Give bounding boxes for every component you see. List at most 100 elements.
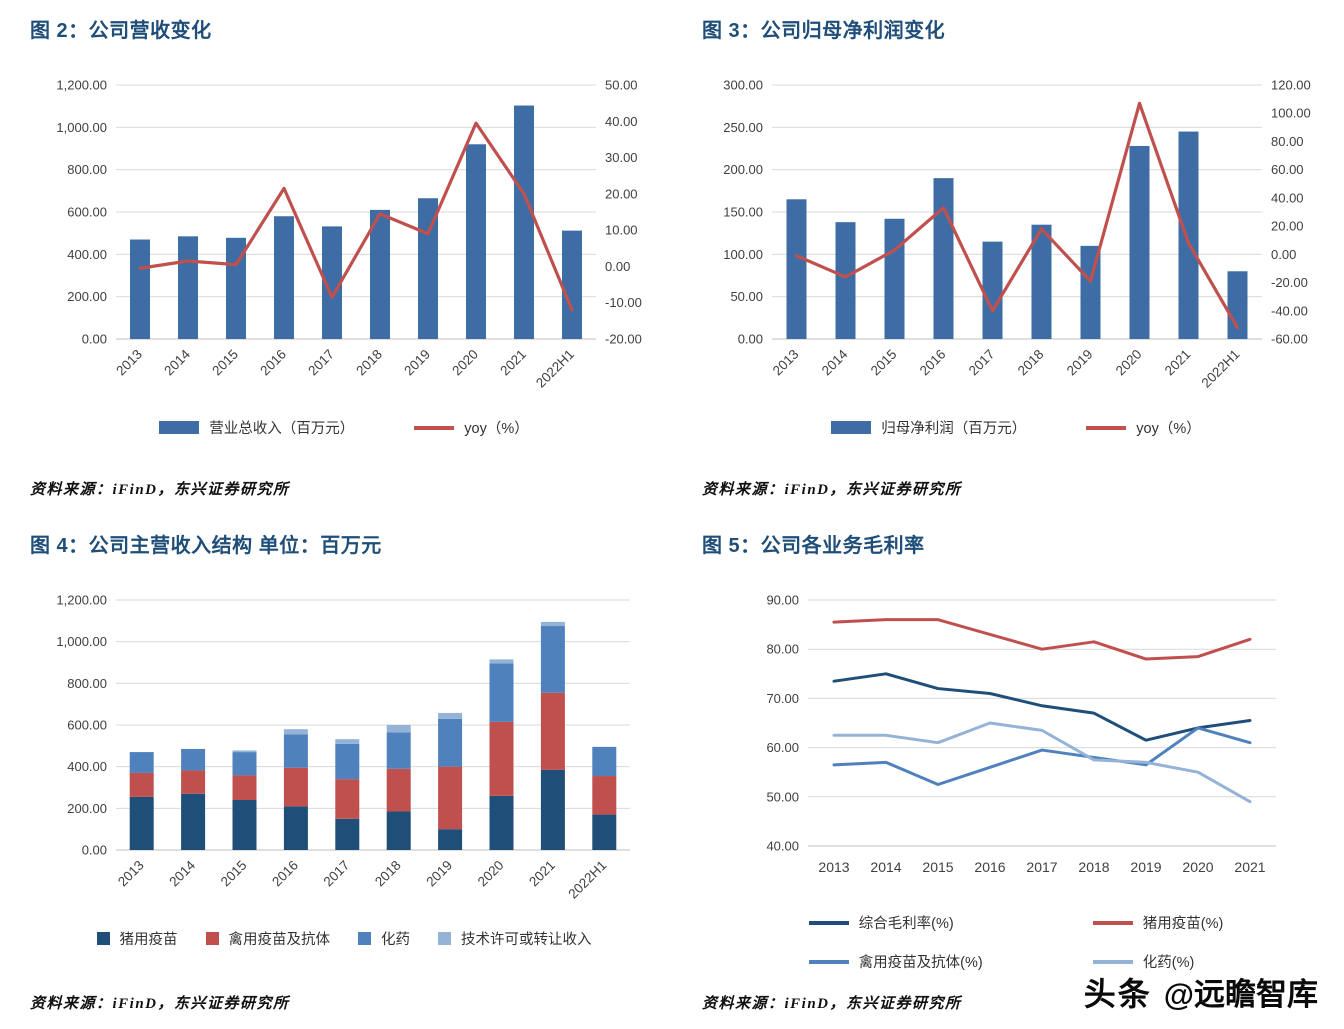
svg-text:40.00: 40.00 [605,114,638,129]
svg-text:0.00: 0.00 [82,332,107,347]
svg-text:1,000.00: 1,000.00 [56,120,107,135]
svg-text:2019: 2019 [423,858,455,890]
revenue-structure-legend: 猪用疫苗 禽用疫苗及抗体 化药 技术许可或转让收入 [30,928,658,949]
svg-text:120.00: 120.00 [1271,78,1311,93]
svg-text:1,200.00: 1,200.00 [56,593,107,608]
svg-text:-20.00: -20.00 [1271,275,1308,290]
figure-revenue-structure-title: 图 4：公司主营收入结构 单位：百万元 [30,535,382,557]
legend-item-overall-margin: 综合毛利率(%) [808,912,983,933]
legend-label: 归母净利润（百万元） [881,421,1027,437]
svg-text:0.00: 0.00 [82,843,107,858]
legend-item-tech-license: 技术许可或转让收入 [438,928,592,949]
svg-text:50.00: 50.00 [766,789,799,804]
line-swatch-icon [1092,920,1133,925]
figure-revenue-structure: 图 4：公司主营收入结构 单位：百万元 0.00 200.00 400.00 600.… [0,515,672,1029]
svg-text:2017: 2017 [305,347,337,379]
svg-text:2022H1: 2022H1 [565,858,609,902]
watermark-brand-logo: 头条 [1083,976,1152,1012]
svg-text:-60.00: -60.00 [1271,332,1308,347]
svg-text:2022H1: 2022H1 [533,347,577,391]
legend-label: 营业总收入（百万元） [209,421,355,437]
legend-item-revenue-bar: 营业总收入（百万元） [159,417,354,438]
source-note: 资料来源：iFinD，东兴证券研究所 [30,482,290,498]
svg-text:50.00: 50.00 [730,289,763,304]
svg-text:40.00: 40.00 [766,839,799,854]
revenue-structure-stacked-chart: 0.00 200.00 400.00 600.00 800.00 1,000.00 1,20… [56,593,630,902]
svg-text:80.00: 80.00 [1271,134,1304,149]
source-note: 资料来源：iFinD，东兴证券研究所 [702,482,962,498]
svg-text:-20.00: -20.00 [605,332,642,347]
legend-label: 猪用疫苗 [119,932,178,948]
gross-margin-legend: 综合毛利率(%) 猪用疫苗(%) 禽用疫苗及抗体(%) 化药(%) [702,912,1330,972]
svg-text:100.00: 100.00 [723,247,763,262]
svg-text:0.00: 0.00 [738,332,763,347]
svg-text:2015: 2015 [218,858,250,890]
svg-text:90.00: 90.00 [766,593,799,608]
svg-text:150.00: 150.00 [723,205,763,220]
svg-text:2019: 2019 [401,347,433,379]
svg-text:80.00: 80.00 [766,642,799,657]
svg-text:30.00: 30.00 [605,150,638,165]
svg-text:100.00: 100.00 [1271,106,1311,121]
svg-text:2017: 2017 [1026,859,1057,875]
svg-text:2022H1: 2022H1 [1199,347,1243,391]
watermark-handle: @远瞻智库 [1163,977,1318,1012]
svg-text:2014: 2014 [819,346,851,378]
figure-net-profit: 图 3：公司归母净利润变化 0.00 50.00 100.00 150.00 200.0… [672,0,1344,515]
svg-text:200.00: 200.00 [723,162,763,177]
svg-text:20.00: 20.00 [605,186,638,201]
svg-text:-40.00: -40.00 [1271,303,1308,318]
legend-item-poultry-vaccine-margin: 禽用疫苗及抗体(%) [808,951,983,972]
figure-gross-margin: 图 5：公司各业务毛利率 40.00 50.00 60.00 70.00 80.00 90… [672,515,1344,1029]
legend-item-poultry-vaccine: 禽用疫苗及抗体 [205,928,330,949]
line-swatch-icon [1092,959,1133,964]
line-swatch-icon [808,920,849,925]
svg-text:2013: 2013 [113,347,145,379]
legend-label: yoy（%） [1136,421,1201,437]
legend-label: 化药 [381,932,410,948]
figure-net-profit-title: 图 3：公司归母净利润变化 [702,20,946,42]
svg-text:2020: 2020 [449,347,481,379]
legend-item-net-profit-yoy: yoy（%） [1086,417,1201,438]
svg-text:-10.00: -10.00 [605,295,642,310]
legend-label: 技术许可或转让收入 [461,932,592,948]
svg-text:200.00: 200.00 [67,801,107,816]
svg-text:2018: 2018 [372,858,404,890]
svg-text:600.00: 600.00 [67,718,107,733]
revenue-legend: 营业总收入（百万元） yoy（%） [30,417,658,438]
line-swatch-icon [808,959,849,964]
net-profit-legend: 归母净利润（百万元） yoy（%） [702,417,1330,438]
svg-text:40.00: 40.00 [1271,190,1304,205]
legend-item-chemicals: 化药 [358,928,410,949]
svg-text:2019: 2019 [1130,859,1161,875]
square-swatch-icon [358,932,371,945]
legend-item-chemicals-margin: 化药(%) [1092,951,1224,972]
svg-text:800.00: 800.00 [67,162,107,177]
svg-text:0.00: 0.00 [1271,247,1296,262]
svg-text:250.00: 250.00 [723,120,763,135]
svg-text:60.00: 60.00 [1271,162,1304,177]
svg-text:2020: 2020 [475,858,507,890]
source-note: 资料来源：iFinD，东兴证券研究所 [702,996,962,1012]
legend-item-revenue-yoy: yoy（%） [414,417,529,438]
svg-text:2015: 2015 [868,347,900,379]
legend-label: yoy（%） [464,421,529,437]
source-note: 资料来源：iFinD，东兴证券研究所 [30,996,290,1012]
svg-text:2021: 2021 [497,347,529,379]
svg-text:1,200.00: 1,200.00 [56,78,107,93]
svg-text:2021: 2021 [1234,859,1265,875]
svg-text:2016: 2016 [257,347,289,379]
svg-text:200.00: 200.00 [67,289,107,304]
square-swatch-icon [96,932,110,945]
square-swatch-icon [438,932,451,945]
svg-text:800.00: 800.00 [67,676,107,691]
svg-text:2017: 2017 [321,858,353,890]
svg-text:2016: 2016 [974,859,1005,875]
line-swatch-icon [1086,425,1127,430]
legend-label: 化药(%) [1142,955,1195,971]
svg-text:2017: 2017 [966,347,998,379]
legend-label: 禽用疫苗及抗体(%) [858,955,983,971]
legend-item-pig-vaccine: 猪用疫苗 [96,928,178,949]
line-swatch-icon [414,425,455,430]
